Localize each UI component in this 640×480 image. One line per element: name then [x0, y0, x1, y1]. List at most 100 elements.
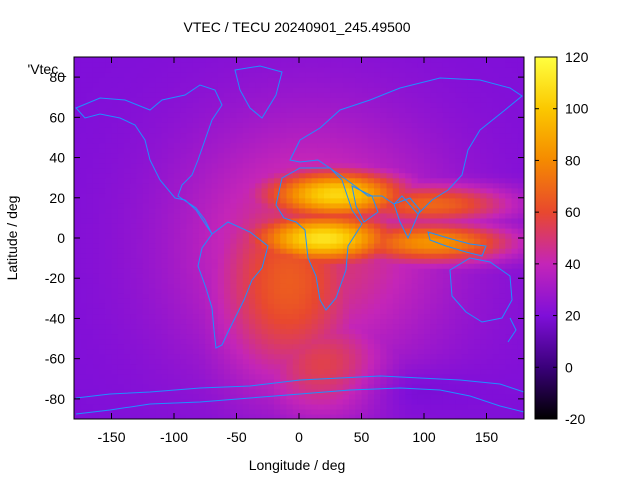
- heatmap-cell: [92, 303, 100, 309]
- heatmap-cell: [174, 102, 181, 108]
- heatmap-cell: [436, 162, 444, 169]
- heatmap-cell: [349, 92, 356, 98]
- heatmap-cell: [492, 112, 500, 118]
- heatmap-cell: [342, 393, 350, 400]
- heatmap-cell: [292, 343, 300, 350]
- heatmap-cell: [492, 258, 500, 264]
- heatmap-cell: [349, 398, 356, 405]
- heatmap-cell: [449, 217, 456, 224]
- heatmap-cell: [161, 358, 169, 365]
- heatmap-cell: [511, 232, 519, 239]
- heatmap-cell: [199, 243, 206, 249]
- heatmap-cell: [511, 82, 519, 88]
- heatmap-cell: [299, 353, 306, 360]
- heatmap-cell: [86, 232, 94, 239]
- heatmap-cell: [286, 343, 294, 350]
- heatmap-cell: [80, 202, 88, 209]
- heatmap-cell: [399, 283, 406, 289]
- heatmap-cell: [205, 278, 213, 284]
- heatmap-cell: [386, 278, 394, 284]
- heatmap-cell: [336, 268, 344, 274]
- heatmap-cell: [117, 408, 125, 415]
- heatmap-cell: [399, 373, 406, 380]
- heatmap-cell: [324, 107, 331, 113]
- heatmap-cell: [155, 72, 163, 78]
- heatmap-cell: [311, 92, 319, 98]
- heatmap-cell: [292, 152, 300, 159]
- heatmap-cell: [380, 383, 388, 390]
- heatmap-cell: [136, 77, 144, 83]
- heatmap-cell: [124, 313, 131, 320]
- heatmap-cell: [317, 87, 325, 93]
- heatmap-cell: [224, 187, 231, 194]
- heatmap-cell: [167, 338, 175, 345]
- heatmap-cell: [311, 318, 319, 325]
- heatmap-cell: [86, 197, 94, 204]
- heatmap-cell: [405, 102, 413, 108]
- heatmap-cell: [367, 232, 375, 239]
- heatmap-cell: [174, 197, 181, 204]
- heatmap-cell: [424, 182, 431, 189]
- heatmap-cell: [224, 408, 231, 415]
- heatmap-cell: [455, 358, 463, 365]
- heatmap-cell: [324, 393, 331, 400]
- heatmap-cell: [124, 353, 131, 360]
- heatmap-cell: [117, 137, 125, 144]
- heatmap-cell: [292, 157, 300, 164]
- heatmap-cell: [149, 202, 156, 209]
- heatmap-cell: [136, 338, 144, 345]
- heatmap-cell: [167, 117, 175, 123]
- heatmap-cell: [111, 278, 119, 284]
- heatmap-cell: [474, 238, 481, 244]
- heatmap-cell: [505, 353, 513, 360]
- heatmap-cell: [399, 383, 406, 390]
- heatmap-cell: [74, 388, 81, 395]
- heatmap-cell: [430, 353, 438, 360]
- heatmap-cell: [192, 102, 200, 108]
- heatmap-cell: [249, 122, 256, 128]
- heatmap-cell: [167, 353, 175, 360]
- heatmap-cell: [86, 408, 94, 415]
- heatmap-cell: [449, 408, 456, 415]
- heatmap-cell: [124, 117, 131, 123]
- heatmap-cell: [280, 202, 288, 209]
- heatmap-cell: [386, 227, 394, 234]
- heatmap-cell: [305, 303, 313, 309]
- heatmap-cell: [286, 298, 294, 304]
- heatmap-cell: [217, 137, 225, 144]
- heatmap-cell: [299, 338, 306, 345]
- heatmap-cell: [230, 263, 238, 269]
- heatmap-cell: [342, 358, 350, 365]
- heatmap-cell: [455, 177, 463, 184]
- heatmap-cell: [117, 202, 125, 209]
- heatmap-cell: [174, 403, 181, 410]
- heatmap-cell: [342, 283, 350, 289]
- heatmap-cell: [167, 293, 175, 299]
- heatmap-cell: [124, 187, 131, 194]
- heatmap-cell: [242, 278, 250, 284]
- heatmap-cell: [92, 318, 100, 325]
- heatmap-cell: [517, 177, 524, 184]
- heatmap-cell: [486, 92, 494, 98]
- heatmap-cell: [242, 82, 250, 88]
- heatmap-cell: [205, 358, 213, 365]
- heatmap-cell: [149, 298, 156, 304]
- heatmap-cell: [136, 343, 144, 350]
- heatmap-cell: [417, 122, 425, 128]
- heatmap-cell: [142, 358, 150, 365]
- heatmap-cell: [105, 278, 113, 284]
- heatmap-cell: [236, 333, 244, 340]
- heatmap-cell: [117, 268, 125, 274]
- heatmap-cell: [436, 258, 444, 264]
- heatmap-cell: [349, 142, 356, 149]
- heatmap-cell: [86, 172, 94, 179]
- heatmap-cell: [155, 238, 163, 244]
- heatmap-cell: [230, 238, 238, 244]
- heatmap-cell: [242, 222, 250, 229]
- heatmap-cell: [411, 77, 419, 83]
- heatmap-cell: [455, 413, 463, 419]
- heatmap-cell: [361, 222, 369, 229]
- heatmap-cell: [474, 358, 481, 365]
- heatmap-cell: [117, 273, 125, 279]
- heatmap-cell: [324, 338, 331, 345]
